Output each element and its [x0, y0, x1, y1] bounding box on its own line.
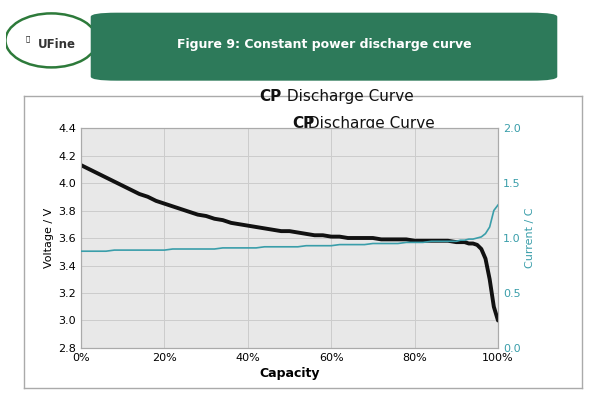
Text: Figure 9: Constant power discharge curve: Figure 9: Constant power discharge curve	[176, 38, 472, 51]
Y-axis label: Voltage / V: Voltage / V	[44, 208, 54, 268]
FancyBboxPatch shape	[91, 13, 557, 81]
X-axis label: Capacity: Capacity	[259, 367, 320, 380]
Text: Discharge Curve: Discharge Curve	[282, 89, 414, 104]
Text: UFine: UFine	[38, 38, 76, 50]
Text: 🔥: 🔥	[25, 35, 30, 42]
Text: CP: CP	[292, 116, 314, 132]
Text: CP: CP	[260, 89, 282, 104]
Y-axis label: Current / C: Current / C	[525, 208, 535, 268]
Text: Discharge Curve: Discharge Curve	[303, 116, 435, 132]
